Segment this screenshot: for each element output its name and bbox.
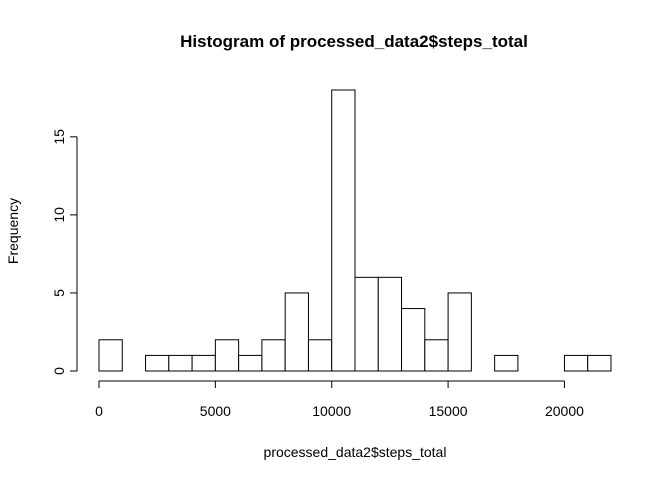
histogram-bar: [331, 89, 356, 372]
histogram-bar: [191, 354, 216, 372]
x-tick-label: 10000: [312, 403, 351, 419]
histogram-bar: [354, 276, 379, 372]
histogram-bar: [447, 292, 472, 372]
histogram-bar: [424, 339, 449, 372]
histogram-bar: [98, 339, 123, 372]
histogram-bar: [284, 292, 309, 372]
histogram-bar: [168, 354, 193, 372]
y-axis-label: Frequency: [5, 198, 21, 264]
histogram-bar: [238, 354, 263, 372]
histogram-bar: [587, 354, 612, 372]
histogram-bar: [401, 308, 426, 372]
x-tick-label: 5000: [200, 403, 231, 419]
x-axis-label: processed_data2$steps_total: [264, 444, 447, 460]
x-tick-label: 20000: [545, 403, 584, 419]
chart-title: Histogram of processed_data2$steps_total: [180, 32, 528, 51]
y-tick-label: 15: [51, 129, 67, 145]
bars-group: [98, 89, 612, 372]
histogram-bar: [261, 339, 286, 372]
histogram-bar: [494, 354, 519, 372]
x-axis: 0 5000 10000 15000 20000: [95, 380, 584, 419]
x-tick-label: 15000: [429, 403, 468, 419]
y-tick-label: 5: [51, 289, 67, 297]
histogram-bar: [563, 354, 589, 372]
histogram-bar: [214, 339, 240, 372]
y-tick-label: 0: [51, 367, 67, 375]
histogram-bar: [145, 354, 170, 372]
x-tick-label: 0: [95, 403, 103, 419]
y-axis: 0 5 10 15: [51, 129, 78, 375]
y-tick-label: 10: [51, 207, 67, 223]
histogram-bar: [377, 276, 403, 372]
histogram-bar: [307, 339, 333, 372]
